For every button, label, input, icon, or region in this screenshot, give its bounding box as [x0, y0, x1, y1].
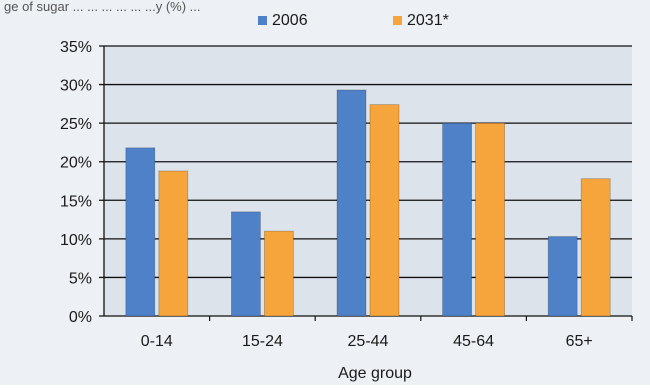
legend-swatch	[258, 16, 267, 25]
y-tick-label: 35%	[60, 39, 92, 56]
bar-2031-4564	[475, 122, 506, 317]
chart-header-fragment: ge of sugar ... ... ... ... ... ...y (%)…	[4, 0, 201, 14]
bar-2006-014	[125, 147, 156, 317]
plot-area	[104, 46, 632, 316]
bar-2031-2544	[369, 104, 400, 317]
y-tick-label: 30%	[60, 78, 92, 95]
x-tick-labels: 0-14 15-24 25-44 45-64 65+	[141, 333, 593, 350]
legend-swatch	[393, 16, 402, 25]
y-tick-label: 10%	[60, 232, 92, 249]
y-tick-label: 15%	[60, 193, 92, 210]
y-tick-label: 5%	[69, 270, 92, 287]
bar-2006-65	[547, 236, 578, 317]
y-tick-label: 25%	[60, 116, 92, 133]
x-tick-label: 25-44	[348, 333, 389, 350]
y-tick-label: 20%	[60, 155, 92, 172]
legend-label: 2031*	[407, 12, 449, 29]
bars	[125, 89, 611, 317]
bar-2006-2544	[336, 89, 367, 317]
bar-2006-1524	[230, 211, 261, 317]
y-tick-label: 0%	[69, 309, 92, 326]
legend-label: 2006	[272, 12, 308, 29]
legend: 2006 2031*	[258, 12, 449, 29]
x-tick-label: 65+	[566, 333, 593, 350]
x-tick-label: 15-24	[242, 333, 283, 350]
bar-2031-65	[580, 178, 611, 317]
y-tick-labels: 0% 5% 10% 15% 20% 25% 30% 35%	[60, 39, 92, 326]
bar-2031-1524	[263, 230, 294, 317]
bar-2031-014	[158, 170, 189, 317]
bar-2006-4564	[442, 122, 473, 317]
x-axis-label: Age group	[338, 365, 412, 382]
x-tick-label: 45-64	[453, 333, 494, 350]
x-tick-label: 0-14	[141, 333, 173, 350]
